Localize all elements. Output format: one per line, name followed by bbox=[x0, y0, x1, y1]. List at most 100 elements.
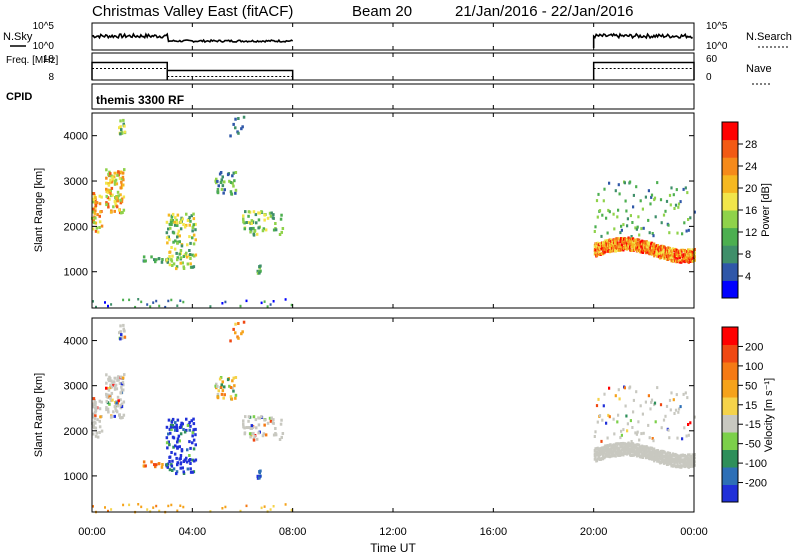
velocity-cell bbox=[679, 405, 682, 409]
velocity-cell bbox=[272, 418, 275, 422]
velocity-cell bbox=[179, 466, 182, 470]
power-cell bbox=[231, 174, 234, 178]
velocity-cell bbox=[182, 428, 185, 431]
velocity-cell bbox=[631, 426, 634, 429]
power-cell bbox=[693, 248, 696, 251]
power-cell bbox=[595, 245, 599, 249]
velocity-cell bbox=[659, 461, 663, 465]
velocity-cell bbox=[643, 445, 646, 449]
velocity-cell bbox=[178, 445, 181, 449]
x-tick-label: 04:00 bbox=[179, 526, 207, 538]
power-cell bbox=[165, 258, 169, 262]
power-cell bbox=[687, 260, 690, 264]
velocity-cell bbox=[652, 455, 655, 459]
velocity-cell bbox=[179, 432, 183, 436]
power-cell bbox=[629, 180, 632, 184]
velocity-cell bbox=[93, 416, 97, 420]
power-cell bbox=[192, 242, 196, 246]
velocity-cell bbox=[113, 414, 116, 418]
power-cell bbox=[673, 207, 676, 210]
power-cell bbox=[185, 255, 189, 259]
velocity-cell bbox=[612, 451, 615, 455]
velocity-cell bbox=[123, 335, 127, 339]
velocity-cell bbox=[630, 445, 633, 449]
velocity-cell bbox=[119, 391, 123, 395]
velocity-cell bbox=[114, 383, 118, 387]
velocity-cell bbox=[189, 462, 192, 465]
power-cell bbox=[675, 188, 678, 192]
velocity-cell bbox=[653, 447, 656, 451]
power-cell bbox=[281, 227, 285, 230]
velocity-cell bbox=[626, 422, 629, 426]
power-cell bbox=[170, 298, 173, 302]
velocity-cell bbox=[234, 396, 237, 400]
velocity-cell bbox=[250, 427, 253, 430]
power-cell bbox=[274, 228, 278, 232]
cpid-value: themis 3300 RF bbox=[96, 93, 184, 107]
power-cell bbox=[241, 125, 244, 129]
velocity-cell bbox=[252, 438, 256, 442]
velocity-cell bbox=[668, 398, 672, 402]
power-cell bbox=[179, 227, 183, 231]
velocity-cell bbox=[243, 432, 246, 436]
power-cell bbox=[121, 175, 125, 179]
power-cell bbox=[625, 209, 628, 213]
power-colorbar: 4 8 12 16 20 24 28 bbox=[721, 121, 757, 299]
velocity-cell bbox=[175, 470, 179, 474]
colorbar-cell bbox=[722, 139, 738, 158]
power-cell bbox=[216, 188, 220, 191]
power-cell bbox=[119, 132, 122, 136]
power-cell bbox=[179, 218, 183, 222]
power-cell bbox=[107, 188, 110, 192]
power-cell bbox=[681, 232, 684, 236]
velocity-cell bbox=[687, 465, 690, 469]
velocity-cell bbox=[98, 399, 102, 403]
velocity-cell bbox=[261, 434, 265, 438]
power-cell bbox=[269, 214, 273, 218]
power-cell bbox=[679, 252, 682, 255]
power-cell bbox=[661, 248, 664, 252]
velocity-cell bbox=[107, 387, 110, 391]
power-cell bbox=[271, 216, 275, 220]
velocity-cell bbox=[253, 434, 256, 438]
x-tick-label: 12:00 bbox=[379, 526, 407, 538]
velocity-cell bbox=[594, 456, 597, 460]
velocity-cell bbox=[166, 465, 170, 469]
velocity-cell bbox=[114, 401, 117, 404]
velocity-cell bbox=[109, 399, 113, 403]
velocity-cell bbox=[150, 460, 153, 464]
velocity-cell bbox=[641, 412, 644, 416]
velocity-cell bbox=[242, 422, 245, 426]
velocity-cell bbox=[661, 453, 664, 457]
power-cell bbox=[152, 301, 155, 304]
velocity-cell bbox=[623, 445, 626, 449]
colorbar-tick-label: 16 bbox=[745, 205, 757, 217]
colorbar-tick-label: 15 bbox=[745, 400, 757, 412]
velocity-cell bbox=[671, 460, 674, 464]
power-cell bbox=[253, 229, 256, 233]
velocity-cell bbox=[237, 322, 240, 325]
power-cell bbox=[120, 183, 124, 187]
power-cell bbox=[234, 191, 237, 195]
velocity-cell bbox=[666, 463, 669, 466]
velocity-cell bbox=[170, 428, 173, 431]
noise-ylabel-right: N.Search bbox=[746, 31, 792, 43]
power-cell bbox=[122, 298, 125, 302]
power-cell bbox=[191, 253, 194, 257]
velocity-cell bbox=[686, 458, 689, 462]
power-cell bbox=[640, 227, 643, 231]
power-cell bbox=[635, 244, 638, 248]
velocity-cell bbox=[688, 453, 691, 457]
power-cell bbox=[109, 194, 113, 198]
power-cell bbox=[193, 254, 196, 258]
power-cell bbox=[641, 207, 644, 211]
nave-ylabel: Nave bbox=[746, 63, 772, 75]
velocity-cell bbox=[120, 388, 124, 392]
power-cell bbox=[596, 241, 599, 245]
power-cell bbox=[605, 216, 608, 220]
power-cell bbox=[171, 254, 174, 258]
velocity-cell bbox=[142, 460, 146, 464]
power-cell bbox=[631, 245, 634, 249]
power-cell bbox=[217, 184, 220, 188]
freq-lines bbox=[91, 61, 695, 80]
